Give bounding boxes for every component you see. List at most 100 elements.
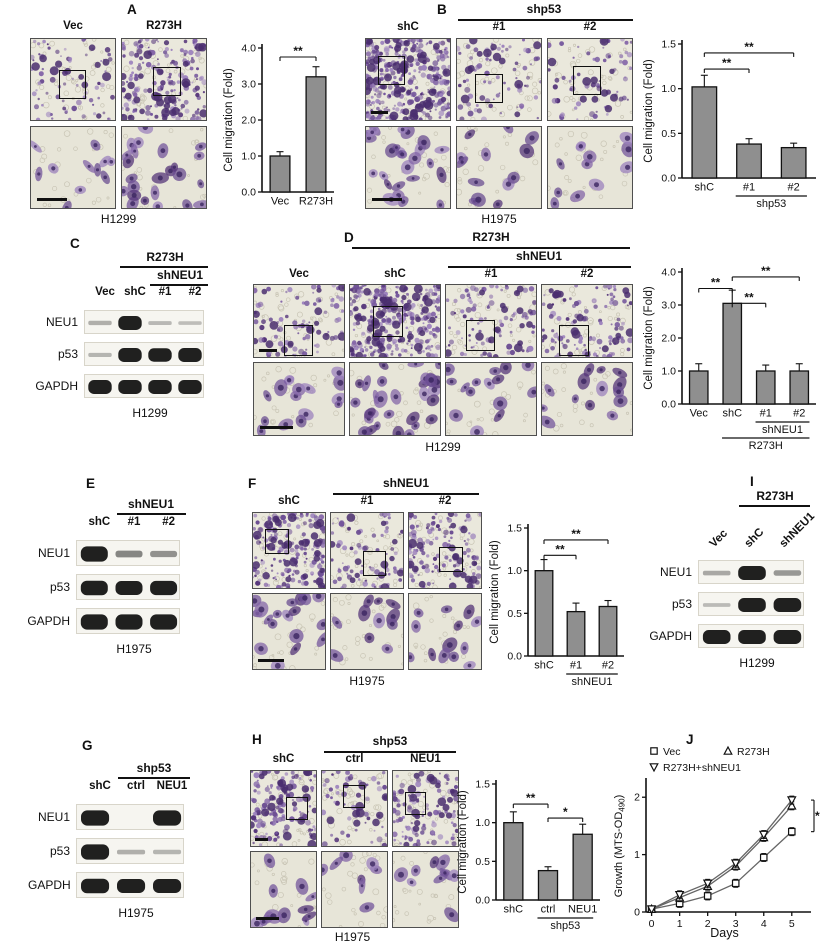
micrograph-stain — [542, 363, 632, 435]
svg-text:5: 5 — [789, 918, 795, 930]
column-label: shC — [397, 21, 419, 33]
svg-text:#1: #1 — [570, 660, 582, 672]
micrograph-stain — [322, 771, 387, 846]
micrograph-stain — [542, 285, 632, 357]
svg-text:ctrl: ctrl — [541, 904, 556, 916]
lane-labels: Vec shC #1 #2 — [90, 286, 210, 302]
panel-f-migration-chart: 0.0 0.5 1.0 1.5 shC #1 #2 ** ** shNEU1 Cell migrat… — [488, 506, 630, 698]
micrograph-stain — [253, 594, 325, 669]
column-label: Vec — [63, 20, 83, 32]
panel-c-header-shneu1: shNEU1 — [156, 268, 203, 282]
svg-text:shC: shC — [534, 660, 554, 672]
svg-text:Cell migration (Fold): Cell migration (Fold) — [643, 59, 655, 163]
panel-e-header-shneu1: shNEU1 — [127, 497, 174, 511]
lane-labels: Vec shC shNEU1 — [704, 508, 817, 552]
band-name: NEU1 — [37, 810, 70, 824]
svg-text:Days: Days — [710, 926, 738, 940]
scale-bar — [255, 917, 279, 921]
panel-b-migration-chart: 0.0 0.5 1.0 1.5 shC #1 #2 ** ** shp53 Cell migrati… — [642, 22, 822, 220]
micrograph-overview — [349, 284, 441, 358]
micrograph-overview — [121, 38, 207, 121]
scale-bar — [371, 111, 388, 115]
svg-text:1.5: 1.5 — [475, 779, 490, 791]
panel-h-group-header: shp53 — [372, 734, 408, 748]
inset-box — [362, 550, 387, 576]
band-name: p53 — [49, 844, 70, 858]
inset-box — [404, 792, 427, 815]
svg-text:4.0: 4.0 — [241, 43, 256, 55]
panel-c-western-blot: Vec shC #1 #2 NEU1 p53 GAPDH — [30, 286, 210, 398]
svg-text:shC: shC — [722, 408, 742, 420]
micrograph-stain — [366, 39, 450, 120]
svg-text:Vec: Vec — [663, 746, 681, 758]
svg-text:2.0: 2.0 — [661, 333, 676, 345]
blot-band-strip — [76, 804, 184, 830]
micrograph-zoom — [408, 593, 482, 670]
micrograph-stain — [350, 363, 440, 435]
panel-h-column-labels: shC ctrl NEU1 — [250, 753, 459, 765]
svg-text:0.0: 0.0 — [661, 399, 676, 411]
svg-text:#1: #1 — [743, 182, 755, 194]
micrograph-overview — [541, 284, 633, 358]
micrograph-overview — [365, 38, 451, 121]
blot-band-strip — [76, 872, 184, 898]
panel-b-group-header: shp53 — [526, 2, 562, 16]
panel-a-migration-chart: 0.0 1.0 2.0 3.0 4.0 Vec R273H ** Cell migration … — [222, 26, 340, 218]
column-label: #2 — [438, 495, 452, 507]
svg-text:1.0: 1.0 — [475, 817, 490, 829]
panel-i-header-r273h: R273H — [756, 489, 794, 503]
inset-box — [439, 546, 463, 572]
scale-bar — [260, 425, 293, 429]
blot-band-strip — [84, 374, 204, 398]
inset-box — [343, 784, 365, 808]
micrograph-stain — [31, 39, 115, 120]
panel-d-header-r273h: R273H — [472, 230, 510, 244]
micrograph-overview — [392, 770, 459, 847]
svg-text:0.0: 0.0 — [661, 173, 676, 185]
panel-f-header-line — [333, 493, 479, 495]
band-name: p53 — [49, 580, 70, 594]
svg-text:*: * — [815, 809, 820, 823]
svg-text:Cell migration (Fold): Cell migration (Fold) — [223, 68, 235, 172]
blot-band-strip — [76, 608, 180, 634]
band-name: p53 — [671, 597, 692, 611]
svg-text:1.0: 1.0 — [661, 366, 676, 378]
panel-c-label: C — [70, 236, 80, 251]
micrograph-stain — [251, 852, 316, 927]
micrograph-stain — [350, 285, 440, 357]
svg-text:**: ** — [526, 791, 536, 805]
panel-b-column-labels: shC #1 #2 — [365, 21, 633, 33]
micrograph-stain — [366, 127, 450, 208]
svg-text:1.0: 1.0 — [241, 151, 256, 163]
inset-box — [475, 73, 503, 103]
inset-box — [559, 325, 589, 357]
blot-row: GAPDH — [30, 374, 210, 398]
lane-labels: shC ctrl NEU1 — [82, 780, 190, 796]
svg-text:**: ** — [571, 527, 581, 541]
svg-text:0.0: 0.0 — [475, 895, 490, 907]
micrograph-stain — [409, 513, 481, 588]
micrograph-overview — [445, 284, 537, 358]
micrograph-overview — [250, 770, 317, 847]
panel-e-label: E — [86, 476, 96, 491]
micrograph-zoom — [321, 851, 388, 928]
svg-text:2: 2 — [634, 792, 640, 804]
micrograph-overview — [547, 38, 633, 121]
panel-f-column-labels: shC #1 #2 — [252, 495, 482, 507]
svg-text:1: 1 — [634, 849, 640, 861]
panel-d-migration-chart: 0.0 1.0 2.0 3.0 4.0 Vec shC #1 #2 ** ** ** shNEU1 R27… — [642, 250, 822, 462]
blot-row: p53 — [28, 838, 190, 864]
micrograph-zoom — [541, 362, 633, 436]
micrograph-stain — [393, 852, 458, 927]
svg-text:2: 2 — [705, 918, 711, 930]
micrograph-overview — [456, 38, 542, 121]
blot-row: p53 — [648, 592, 810, 616]
panel-h-label: H — [252, 732, 262, 747]
inset-box — [153, 67, 181, 97]
column-label: NEU1 — [410, 753, 441, 765]
panel-d-column-labels: Vec shC #1 #2 — [253, 268, 633, 280]
svg-text:**: ** — [555, 542, 565, 556]
band-name: NEU1 — [659, 565, 692, 579]
panel-d-header-line-2 — [448, 266, 631, 268]
svg-text:1: 1 — [677, 918, 683, 930]
